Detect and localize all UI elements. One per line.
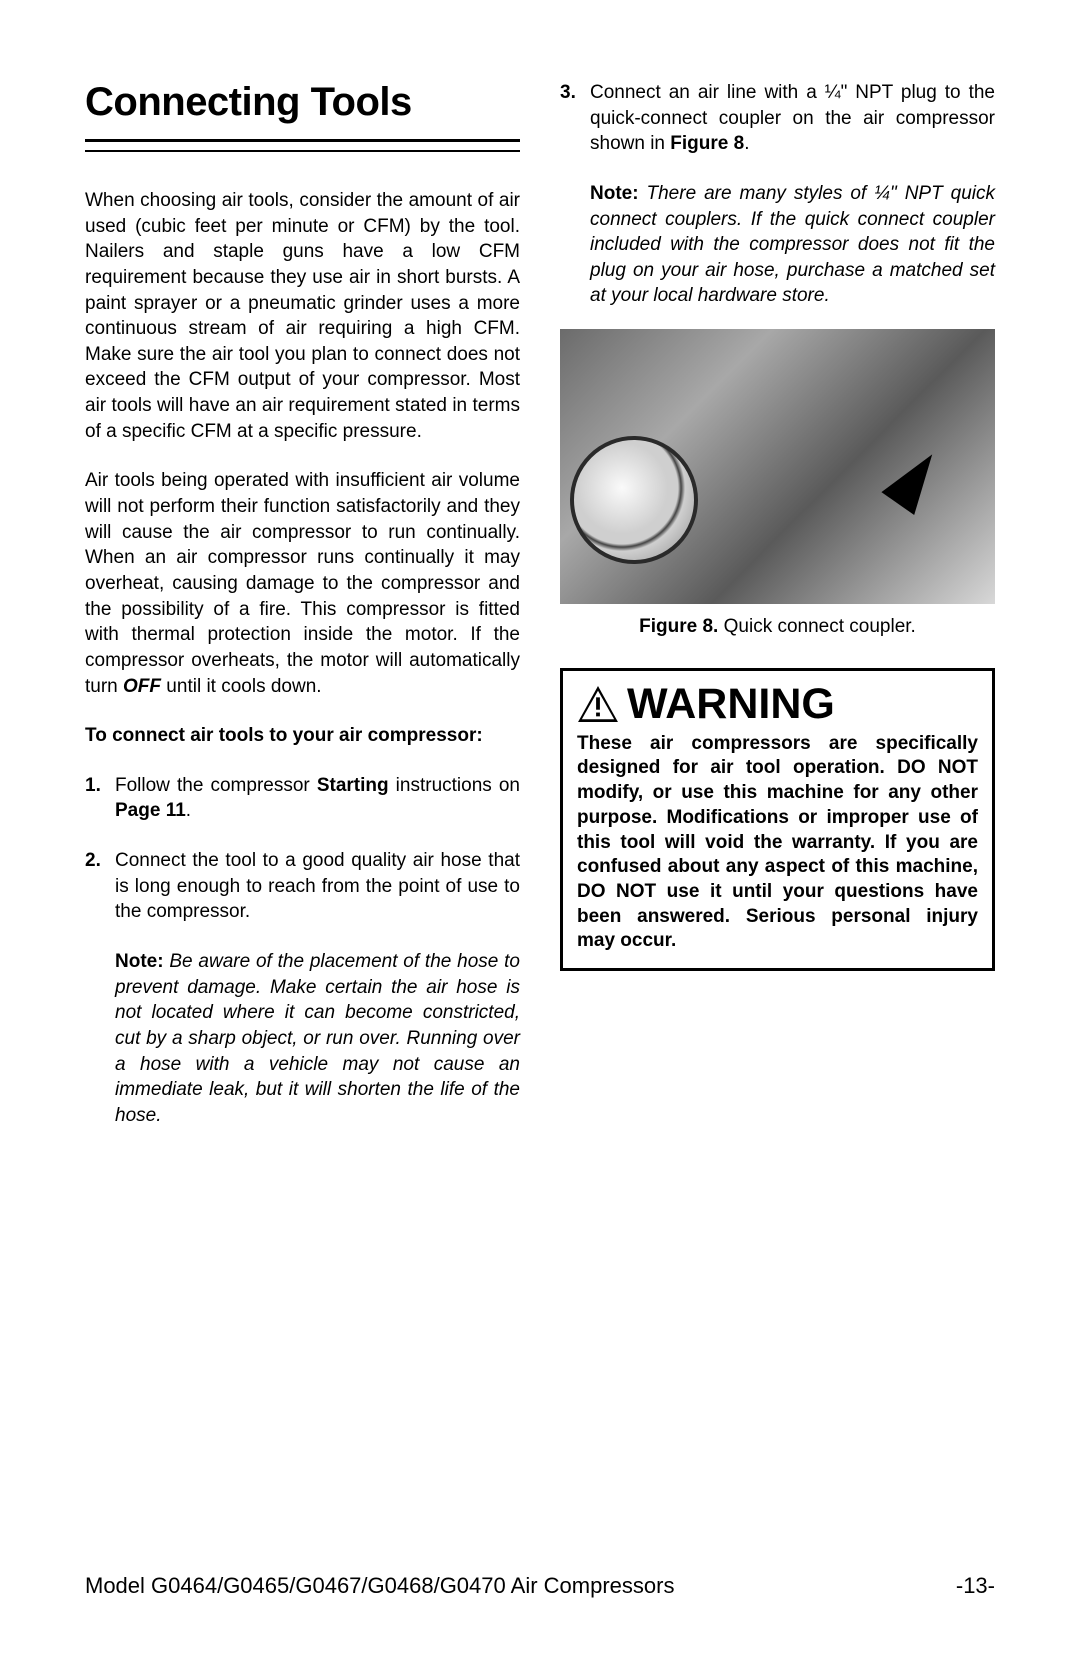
title-rule-thin <box>85 150 520 152</box>
step-3: 3. Connect an air line with a ¼" NPT plu… <box>560 80 995 157</box>
note-2: Note: There are many styles of ¼" NPT qu… <box>560 181 995 309</box>
intro-paragraph-2: Air tools being operated with insufficie… <box>85 468 520 699</box>
procedure-list: 1. Follow the compressor Starting instru… <box>85 773 520 925</box>
warning-icon <box>577 685 619 723</box>
page-content: Connecting Tools When choosing air tools… <box>85 80 995 1153</box>
warning-body: These air compressors are specifically d… <box>577 732 978 954</box>
figure-8-image <box>560 329 995 604</box>
figure-8-caption: Figure 8. Quick connect coupler. <box>560 614 995 640</box>
procedure-list-cont: 3. Connect an air line with a ¼" NPT plu… <box>560 80 995 157</box>
p2-text-a: Air tools being operated with insufficie… <box>85 470 520 696</box>
footer-page-number: -13- <box>956 1573 995 1599</box>
step-3-figure-ref: Figure 8 <box>670 133 744 154</box>
step-1-a: Follow the compressor <box>115 775 317 796</box>
step-number: 1. <box>85 773 101 799</box>
footer-model: Model G0464/G0465/G0467/G0468/G0470 Air … <box>85 1573 674 1599</box>
step-1-e: . <box>186 800 191 821</box>
note-label: Note: <box>590 183 639 204</box>
page-footer: Model G0464/G0465/G0467/G0468/G0470 Air … <box>85 1573 995 1599</box>
note-1: Note: Be aware of the placement of the h… <box>85 949 520 1128</box>
step-3-c: . <box>744 133 749 154</box>
figure-caption-text: Quick connect coupler. <box>718 616 916 637</box>
title-rule-thick <box>85 139 520 142</box>
intro-paragraph-1: When choosing air tools, consider the am… <box>85 188 520 444</box>
step-1: 1. Follow the compressor Starting instru… <box>85 773 520 824</box>
step-3-a: Connect an air line with a ¼" NPT plug t… <box>590 82 995 154</box>
step-1-page: Page 11 <box>115 800 186 821</box>
warning-title: WARNING <box>627 683 835 726</box>
note-1-text: Be aware of the placement of the hose to… <box>115 951 520 1126</box>
step-number: 2. <box>85 848 101 874</box>
left-column: Connecting Tools When choosing air tools… <box>85 80 520 1153</box>
note-label: Note: <box>115 951 164 972</box>
warning-box: WARNING These air compressors are specif… <box>560 668 995 971</box>
figure-label: Figure 8. <box>639 616 718 637</box>
note-2-text: There are many styles of ¼" NPT quick co… <box>590 183 995 307</box>
step-number: 3. <box>560 80 576 106</box>
right-column: 3. Connect an air line with a ¼" NPT plu… <box>560 80 995 1153</box>
p2-text-b: until it cools down. <box>161 676 322 697</box>
step-1-c: instructions on <box>389 775 520 796</box>
step-2-text: Connect the tool to a good quality air h… <box>115 850 520 922</box>
warning-header: WARNING <box>577 683 978 726</box>
step-2: 2. Connect the tool to a good quality ai… <box>85 848 520 925</box>
p2-off: OFF <box>123 676 161 697</box>
procedure-heading: To connect air tools to your air compres… <box>85 723 520 749</box>
step-1-starting: Starting <box>317 775 389 796</box>
section-title: Connecting Tools <box>85 80 520 125</box>
